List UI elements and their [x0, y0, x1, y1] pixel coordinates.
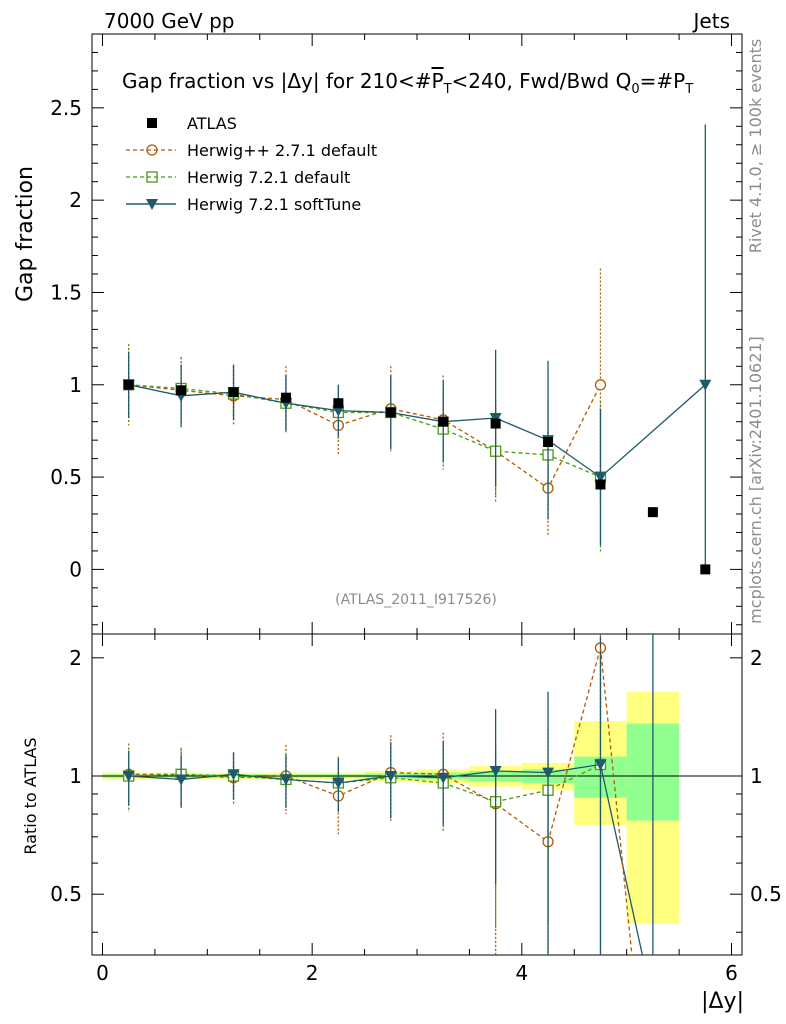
title-part-main: Gap fraction vs |Δy| for 210<# — [122, 69, 432, 93]
ratio-y-tick-label: 2 — [69, 646, 82, 670]
title-part-eq: =# — [640, 69, 674, 93]
main-atlas-point — [438, 416, 449, 427]
main-atlas-point — [647, 507, 658, 518]
main-softtune-point — [332, 405, 345, 417]
ratio-herwigpp-line — [128, 647, 602, 843]
jets-label: Jets — [692, 9, 730, 33]
main-softtune-point — [699, 379, 712, 391]
ratio-softtune-point — [489, 765, 502, 777]
legend-herwigpp-marker — [146, 144, 158, 156]
main-softtune-point — [594, 472, 607, 484]
main-y-axis-title: Gap fraction — [13, 166, 38, 302]
ratio-softtune-line-offscale — [599, 764, 644, 956]
legend-herwigpp-label: Herwig++ 2.7.1 default — [187, 141, 377, 160]
main-y-tick-label: 1.5 — [50, 280, 82, 304]
analysis-watermark: (ATLAS_2011_I917526) — [335, 592, 497, 608]
ratio-y-axis-title: Ratio to ATLAS — [21, 737, 40, 854]
main-softtune-line — [128, 384, 706, 478]
main-atlas-point — [280, 392, 291, 403]
ratio-softtune-point — [279, 774, 292, 786]
main-y-tick-label: 1 — [69, 373, 82, 397]
main-herwig721-line — [128, 384, 601, 478]
title-part-p2: P — [673, 69, 685, 93]
ratio-y-tick-label-right: 2 — [750, 646, 763, 670]
main-herwigpp-point — [594, 379, 607, 391]
main-atlas-point — [333, 398, 344, 409]
ratio-y-tick-label-right: 0.5 — [750, 882, 782, 906]
rivet-label: Rivet 4.1.0, ≥ 100k events — [746, 39, 765, 253]
main-atlas-point — [176, 385, 187, 396]
main-atlas-point — [700, 564, 711, 575]
title-part-mid: <240, Fwd/Bwd Q — [452, 69, 632, 93]
plot-title: Gap fraction vs |Δy| for 210<#PT<240, Fw… — [122, 69, 693, 97]
legend-softtune-label: Herwig 7.2.1 softTune — [187, 195, 361, 214]
ratio-y-tick-label-right: 1 — [750, 764, 763, 788]
ratio-herwigpp-line-offscale — [599, 647, 633, 956]
ratio-softtune-line — [128, 763, 601, 784]
x-tick-label: 2 — [306, 961, 319, 985]
energy-label: 7000 GeV pp — [104, 9, 235, 33]
main-atlas-point — [490, 418, 501, 429]
title-part-t: T — [443, 82, 452, 97]
ratio-softtune-point — [175, 774, 188, 786]
ratio-softtune-point — [384, 771, 397, 783]
x-tick-label: 6 — [725, 961, 738, 985]
title-part-t2: T — [684, 82, 693, 97]
legend: ATLAS Herwig++ 2.7.1 default Herwig 7.2.… — [126, 114, 377, 214]
ratio-softtune-point — [437, 772, 450, 784]
ratio-softtune-point — [227, 769, 240, 781]
x-tick-label: 0 — [96, 961, 109, 985]
ratio-y-tick-label: 1 — [69, 764, 82, 788]
legend-atlas-marker — [147, 118, 157, 128]
main-softtune-point — [489, 413, 502, 424]
ratio-softtune-point — [542, 767, 555, 779]
x-axis-title: |Δy| — [701, 989, 744, 1014]
main-atlas-point — [385, 407, 396, 418]
main-atlas-point — [595, 479, 606, 490]
main-atlas-point — [543, 437, 554, 447]
main-atlas-point — [123, 379, 134, 390]
title-part-p: P — [432, 69, 444, 93]
legend-herwig721-marker — [146, 171, 158, 183]
main-herwigpp-line — [128, 384, 602, 490]
main-y-tick-label: 0.5 — [50, 465, 82, 489]
mcplots-label: mcplots.cern.ch [arXiv:2401.10621] — [746, 336, 765, 624]
legend-softtune-marker — [146, 199, 158, 210]
main-y-tick-label: 2.5 — [50, 96, 82, 120]
main-y-tick-label: 0 — [69, 557, 82, 581]
main-atlas-point — [228, 387, 239, 398]
ratio-y-tick-label: 0.5 — [50, 882, 82, 906]
legend-herwig721-label: Herwig 7.2.1 default — [187, 168, 350, 187]
ratio-softtune-point — [122, 771, 135, 783]
ratio-herwig721-line — [128, 763, 601, 803]
x-tick-label: 4 — [515, 961, 528, 985]
title-part-zero: 0 — [631, 82, 639, 97]
legend-atlas-label: ATLAS — [187, 114, 237, 133]
main-y-tick-label: 2 — [69, 188, 82, 212]
ratio-softtune-point — [332, 777, 345, 789]
